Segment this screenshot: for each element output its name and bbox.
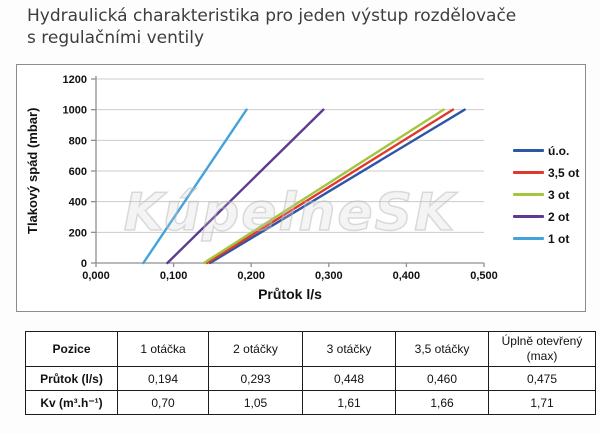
legend-line-swatch [513, 193, 544, 196]
x-tick-label: 0,300 [315, 270, 343, 282]
x-tick-label: 0,000 [82, 270, 110, 282]
legend-line-swatch [513, 237, 544, 240]
table-body: Průtok (l/s) 0,194 0,293 0,448 0,460 0,475 Kv … [25, 366, 596, 415]
legend-label: 3,5 ot [548, 165, 580, 180]
chart-plot: 0 200 400 600 800 1000 1200 0,000 0,100 0,200 0,30… [63, 74, 498, 282]
y-tick-label: 600 [69, 166, 87, 178]
legend-item: 1 ot [513, 229, 579, 248]
table-cell: 1,61 [302, 390, 396, 415]
legend-line-swatch [513, 171, 544, 174]
table-cell: 0,293 [208, 366, 303, 391]
legend-label: ú.o. [548, 143, 570, 158]
table-cell: 0,194 [117, 366, 209, 391]
table-cell: 0,70 [117, 390, 209, 415]
table-header-cell: 1 otáčka [117, 331, 209, 367]
table-row-label: Průtok (l/s) [25, 366, 118, 391]
chart-legend: ú.o. 3,5 ot 3 ot 2 ot 1 ot [513, 141, 579, 248]
legend-label: 3 ot [548, 187, 570, 202]
table-cell: 1,71 [488, 390, 596, 415]
table-header-cell: Úplně otevřený (max) [488, 331, 596, 367]
table-header-cell: 3,5 otáčky [395, 331, 489, 367]
x-tick-label: 0,400 [393, 270, 421, 282]
x-axis-title: Průtok l/s [258, 286, 322, 302]
y-tick-label: 1000 [63, 105, 87, 117]
table-cell: 0,475 [488, 366, 596, 391]
table-header-cell: 3 otáčky [302, 331, 396, 367]
table-row: Průtok (l/s) 0,194 0,293 0,448 0,460 0,475 [25, 366, 596, 391]
x-tick-label: 0,200 [237, 270, 265, 282]
page-title: Hydraulická charakteristika pro jeden vý… [27, 6, 517, 49]
x-tick-label: 0,100 [160, 270, 188, 282]
series-line-1 ot [142, 108, 248, 265]
y-axis-title: Tlakový spád (mbar) [25, 107, 40, 235]
table-row-label: Kv (m³.h⁻¹) [25, 390, 118, 415]
y-tick-label: 200 [69, 227, 87, 239]
y-tick-label: 0 [81, 258, 87, 270]
series-line-ú.o. [208, 108, 466, 265]
y-tick-label: 400 [69, 197, 87, 209]
legend-item: 3,5 ot [513, 163, 579, 182]
table-header-cell: 2 otáčky [208, 331, 303, 367]
legend-line-swatch [513, 149, 544, 152]
table-cell: 0,460 [395, 366, 489, 391]
table-header-row: Pozice 1 otáčka 2 otáčky 3 otáčky 3,5 otáčky… [25, 331, 596, 367]
series-line-3,5 ot [205, 108, 455, 265]
table-header-cell: Pozice [25, 331, 118, 367]
legend-item: 3 ot [513, 185, 579, 204]
series-line-2 ot [166, 108, 325, 265]
table-cell: 0,448 [302, 366, 396, 391]
table-cell: 1,05 [208, 390, 303, 415]
y-tick-label: 1200 [63, 74, 87, 86]
table-row: Kv (m³.h⁻¹) 0,70 1,05 1,61 1,66 1,71 [25, 390, 596, 415]
table-cell: 1,66 [395, 390, 489, 415]
data-table: Pozice 1 otáčka 2 otáčky 3 otáčky 3,5 otáčky… [25, 331, 596, 415]
x-tick-label: 0,500 [470, 270, 498, 282]
legend-item: ú.o. [513, 141, 579, 160]
legend-label: 2 ot [548, 209, 570, 224]
legend-label: 1 ot [548, 231, 570, 246]
chart-panel: 0 200 400 600 800 1000 1200 0,000 0,100 0,200 0,30… [16, 64, 586, 312]
legend-item: 2 ot [513, 207, 579, 226]
series-line-3 ot [202, 108, 445, 265]
y-tick-label: 800 [69, 135, 87, 147]
table-head: Pozice 1 otáčka 2 otáčky 3 otáčky 3,5 otáčky… [25, 331, 596, 367]
legend-line-swatch [513, 215, 544, 218]
